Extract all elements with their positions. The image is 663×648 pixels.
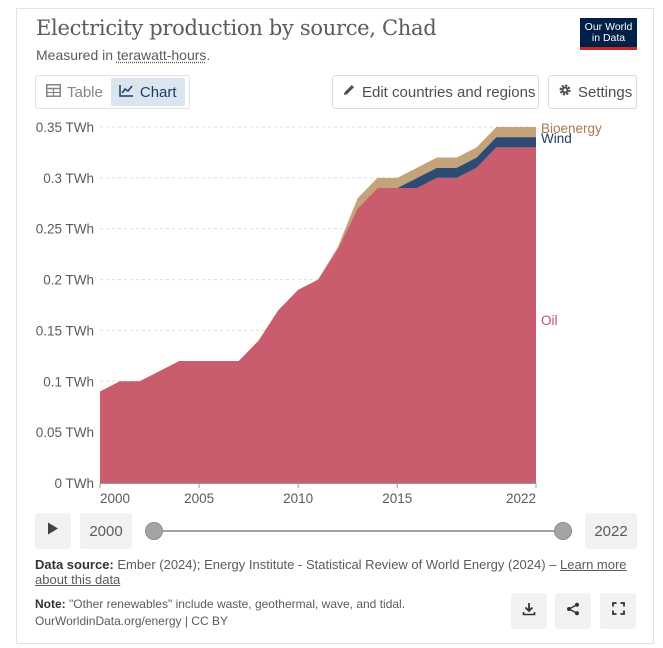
view-tabs: Table Chart bbox=[35, 75, 190, 109]
tab-chart-label: Chart bbox=[139, 83, 177, 101]
settings-label: Settings bbox=[578, 83, 633, 101]
source-text: Ember (2024); Energy Institute - Statist… bbox=[113, 557, 561, 572]
y-tick-label: 0.1 TWh bbox=[43, 374, 94, 389]
note-label: Note: bbox=[35, 597, 66, 611]
pencil-icon bbox=[342, 83, 356, 101]
logo-line-2: in Data bbox=[591, 32, 626, 44]
area-oil[interactable] bbox=[100, 147, 536, 483]
subtitle-suffix: . bbox=[206, 47, 211, 63]
source-label: Data source: bbox=[35, 557, 114, 572]
learn-more-link[interactable]: Learn more about this data bbox=[35, 557, 627, 587]
x-tick-label: 2022 bbox=[506, 491, 536, 506]
legend-label-bioenergy: Bioenergy bbox=[541, 121, 602, 136]
y-tick-label: 0.35 TWh bbox=[36, 120, 94, 135]
share-icon bbox=[566, 602, 580, 621]
note-text: "Other renewables" include waste, geothe… bbox=[65, 597, 406, 611]
legend-label-oil: Oil bbox=[541, 313, 558, 328]
download-button[interactable] bbox=[511, 593, 547, 629]
source-url[interactable]: OurWorldinData.org/energy | CC BY bbox=[35, 614, 228, 628]
settings-button[interactable]: Settings bbox=[548, 75, 637, 109]
y-tick-label: 0.25 TWh bbox=[36, 222, 94, 237]
subtitle-prefix: Measured in bbox=[36, 47, 117, 63]
y-tick-label: 0.3 TWh bbox=[43, 171, 94, 186]
x-tick-label: 2000 bbox=[100, 491, 130, 506]
chart-title: Electricity production by source, Chad bbox=[36, 16, 437, 40]
edit-countries-label: Edit countries and regions bbox=[362, 83, 536, 101]
share-button[interactable] bbox=[555, 593, 591, 629]
logo-line-1: Our World bbox=[584, 21, 633, 33]
download-icon bbox=[522, 602, 536, 621]
timeline-end-handle[interactable] bbox=[554, 522, 572, 540]
tab-table-label: Table bbox=[67, 83, 103, 101]
unit-link[interactable]: terawatt-hours bbox=[116, 47, 207, 63]
timeline-end-year: 2022 bbox=[585, 513, 637, 549]
y-tick-label: 0.05 TWh bbox=[36, 425, 94, 440]
x-tick-label: 2010 bbox=[283, 491, 313, 506]
gear-icon bbox=[558, 83, 572, 101]
x-tick-label: 2015 bbox=[382, 491, 412, 506]
tab-chart[interactable]: Chart bbox=[110, 78, 185, 106]
tab-table[interactable]: Table bbox=[38, 78, 111, 106]
x-tick-label: 2005 bbox=[184, 491, 214, 506]
chart-icon bbox=[119, 84, 134, 101]
chart-subtitle: Measured in terawatt-hours. bbox=[36, 47, 210, 63]
edit-countries-button[interactable]: Edit countries and regions bbox=[332, 75, 539, 109]
owid-logo[interactable]: Our World in Data bbox=[580, 18, 637, 50]
y-tick-label: 0.2 TWh bbox=[43, 273, 94, 288]
chart-note: Note: "Other renewables" include waste, … bbox=[35, 597, 405, 611]
timeline-start-handle[interactable] bbox=[145, 522, 163, 540]
table-icon bbox=[46, 83, 61, 101]
play-button[interactable] bbox=[35, 513, 71, 549]
fullscreen-button[interactable] bbox=[600, 593, 636, 629]
data-source: Data source: Ember (2024); Energy Instit… bbox=[35, 557, 640, 587]
legend-label-wind: Wind bbox=[541, 131, 572, 146]
timeline-track[interactable] bbox=[155, 530, 563, 532]
timeline-start-year: 2000 bbox=[80, 513, 132, 549]
y-tick-label: 0.15 TWh bbox=[36, 323, 94, 338]
play-icon bbox=[47, 522, 59, 540]
fullscreen-icon bbox=[611, 602, 625, 620]
y-tick-label: 0 TWh bbox=[54, 476, 94, 491]
